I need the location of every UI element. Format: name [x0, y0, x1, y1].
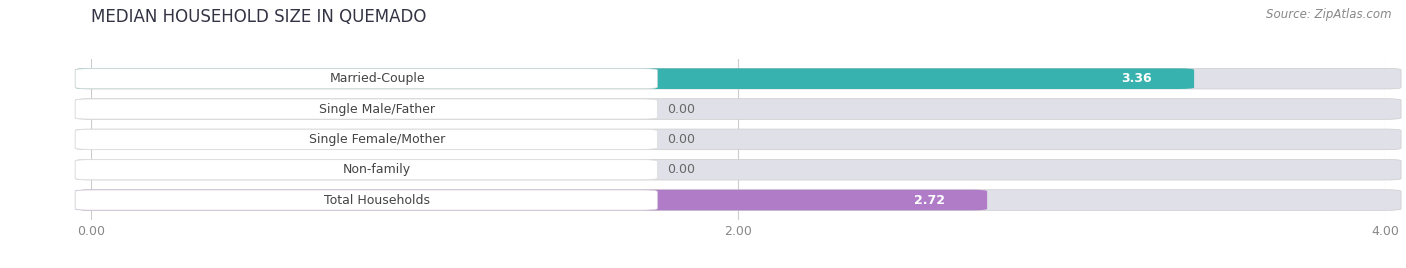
Text: Source: ZipAtlas.com: Source: ZipAtlas.com: [1267, 8, 1392, 21]
FancyBboxPatch shape: [76, 129, 657, 149]
FancyBboxPatch shape: [76, 68, 1194, 89]
Text: Total Households: Total Households: [325, 193, 430, 207]
Text: Non-family: Non-family: [343, 163, 412, 176]
Text: 2.72: 2.72: [914, 193, 945, 207]
Text: Married-Couple: Married-Couple: [329, 72, 425, 85]
Text: Single Male/Father: Single Male/Father: [319, 103, 436, 116]
FancyBboxPatch shape: [76, 99, 1400, 119]
FancyBboxPatch shape: [76, 190, 1400, 210]
Text: MEDIAN HOUSEHOLD SIZE IN QUEMADO: MEDIAN HOUSEHOLD SIZE IN QUEMADO: [91, 8, 427, 26]
Text: 3.36: 3.36: [1122, 72, 1152, 85]
FancyBboxPatch shape: [76, 160, 657, 180]
FancyBboxPatch shape: [76, 68, 1400, 89]
Text: 0.00: 0.00: [666, 133, 695, 146]
FancyBboxPatch shape: [76, 69, 657, 89]
Text: 0.00: 0.00: [666, 163, 695, 176]
FancyBboxPatch shape: [76, 129, 1400, 150]
Text: Single Female/Mother: Single Female/Mother: [309, 133, 446, 146]
FancyBboxPatch shape: [76, 190, 987, 210]
FancyBboxPatch shape: [76, 190, 657, 210]
FancyBboxPatch shape: [76, 159, 1400, 180]
FancyBboxPatch shape: [76, 99, 657, 119]
Text: 0.00: 0.00: [666, 103, 695, 116]
